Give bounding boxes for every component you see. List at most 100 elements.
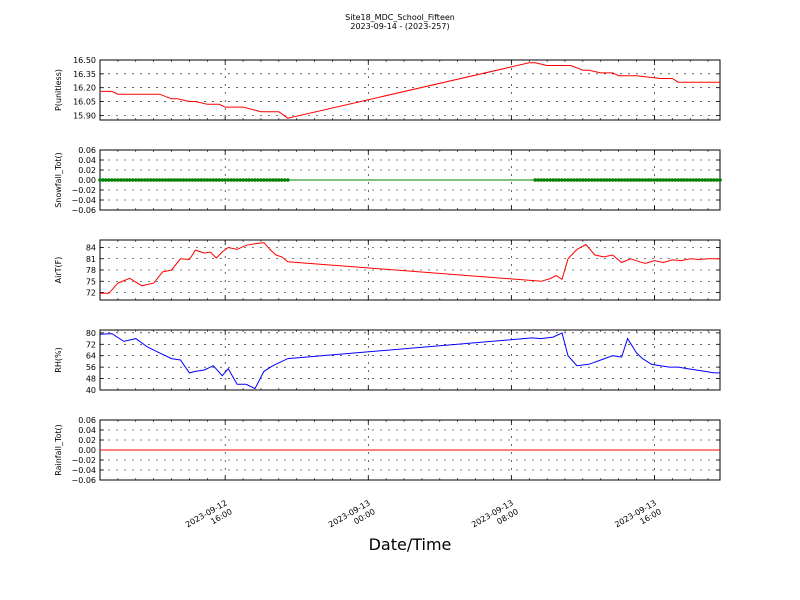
data-point bbox=[640, 178, 645, 182]
data-point bbox=[688, 178, 692, 182]
y-tick-label: 16.20 bbox=[73, 84, 96, 93]
data-point bbox=[628, 178, 633, 182]
data-point bbox=[247, 178, 251, 182]
data-point bbox=[172, 178, 177, 182]
data-point bbox=[634, 178, 639, 182]
y-tick-label: 0.06 bbox=[78, 146, 96, 155]
data-point bbox=[715, 178, 719, 182]
y-tick-label: 56 bbox=[86, 363, 96, 372]
data-point bbox=[104, 178, 108, 182]
y-tick-label: 16.50 bbox=[73, 56, 96, 65]
data-point bbox=[116, 178, 120, 182]
data-point bbox=[587, 178, 591, 182]
data-point bbox=[107, 178, 111, 182]
data-point bbox=[682, 178, 686, 182]
data-point bbox=[220, 178, 224, 182]
y-tick-label: 64 bbox=[86, 352, 96, 361]
data-point bbox=[166, 178, 171, 182]
y-axis-label: RH(%) bbox=[54, 347, 63, 372]
x-axis-label: Date/Time bbox=[369, 535, 452, 554]
y-tick-label: 84 bbox=[86, 244, 96, 253]
data-point bbox=[157, 178, 162, 182]
data-point bbox=[226, 178, 230, 182]
y-tick-label: −0.02 bbox=[71, 186, 96, 195]
y-tick-labels: 84 81 78 75 72 bbox=[86, 244, 720, 298]
data-point bbox=[670, 178, 675, 182]
axes-frame bbox=[99, 239, 721, 301]
data-point bbox=[184, 178, 189, 182]
y-tick-labels: 80 72 64 56 48 40 bbox=[86, 329, 720, 395]
y-tick-label: 0.00 bbox=[78, 176, 96, 185]
data-point bbox=[712, 178, 716, 182]
data-point bbox=[199, 178, 204, 182]
subplot-rainfall: 0.060.040.020.00−0.02−0.04−0.06 Rainfall_… bbox=[54, 416, 721, 485]
data-point bbox=[607, 178, 612, 182]
data-point bbox=[709, 178, 713, 182]
data-point bbox=[125, 178, 129, 182]
data-point bbox=[685, 178, 689, 182]
series-line bbox=[99, 332, 720, 390]
series-line bbox=[100, 242, 720, 294]
data-point bbox=[581, 178, 585, 182]
data-point bbox=[259, 178, 263, 182]
series-line bbox=[100, 62, 720, 119]
series-markers bbox=[98, 178, 722, 182]
data-point bbox=[560, 178, 564, 182]
axes-frame bbox=[99, 329, 721, 391]
data-point bbox=[253, 178, 257, 182]
y-tick-label: −0.04 bbox=[71, 196, 96, 205]
data-point bbox=[536, 178, 540, 182]
data-point bbox=[286, 178, 290, 182]
data-point bbox=[119, 178, 123, 182]
y-tick-label: 0.00 bbox=[78, 446, 96, 455]
data-point bbox=[566, 178, 570, 182]
data-point bbox=[572, 178, 576, 182]
data-point bbox=[545, 178, 549, 182]
data-point bbox=[649, 178, 654, 182]
data-point bbox=[694, 178, 698, 182]
data-point bbox=[661, 178, 666, 182]
data-point bbox=[208, 178, 213, 182]
data-point bbox=[706, 178, 710, 182]
y-tick-labels: 0.060.040.020.00−0.02−0.04−0.06 bbox=[71, 146, 720, 215]
y-tick-label: −0.06 bbox=[71, 476, 96, 485]
data-point bbox=[584, 178, 588, 182]
data-point bbox=[667, 178, 672, 182]
data-point bbox=[646, 178, 651, 182]
x-minor-ticks bbox=[99, 60, 709, 120]
data-point bbox=[652, 178, 657, 182]
data-point bbox=[533, 178, 537, 182]
y-tick-label: −0.06 bbox=[71, 206, 96, 215]
y-axis-label: P(unitless) bbox=[54, 69, 63, 111]
data-point bbox=[610, 178, 615, 182]
subplot-relative-humidity: 80 72 64 56 48 40 RH(%) bbox=[54, 329, 721, 395]
y-tick-label: 75 bbox=[86, 277, 96, 286]
data-point bbox=[205, 178, 210, 182]
chart-subtitle: 2023-09-14 - (2023-257) bbox=[350, 22, 449, 31]
data-point bbox=[235, 178, 239, 182]
y-axis-label: Rainfall_Tot() bbox=[54, 424, 63, 476]
data-point bbox=[223, 178, 227, 182]
data-point bbox=[283, 178, 287, 182]
data-point bbox=[190, 178, 195, 182]
data-point bbox=[593, 178, 597, 182]
data-point bbox=[139, 178, 144, 182]
data-point bbox=[101, 178, 105, 182]
data-point bbox=[268, 178, 272, 182]
data-point bbox=[575, 178, 579, 182]
chart-title: Site18_MDC_School_Fifteen bbox=[345, 13, 455, 22]
x-minor-ticks bbox=[99, 240, 709, 300]
data-point bbox=[578, 178, 582, 182]
grid-lines bbox=[100, 59, 720, 120]
data-point bbox=[193, 178, 198, 182]
subplot-pressure: 16.50 16.35 16.20 16.05 15.90 P(unitless) bbox=[54, 56, 721, 121]
x-minor-ticks bbox=[99, 330, 709, 390]
data-point bbox=[98, 178, 102, 182]
data-point bbox=[241, 178, 245, 182]
data-point bbox=[187, 178, 192, 182]
data-point bbox=[160, 178, 165, 182]
